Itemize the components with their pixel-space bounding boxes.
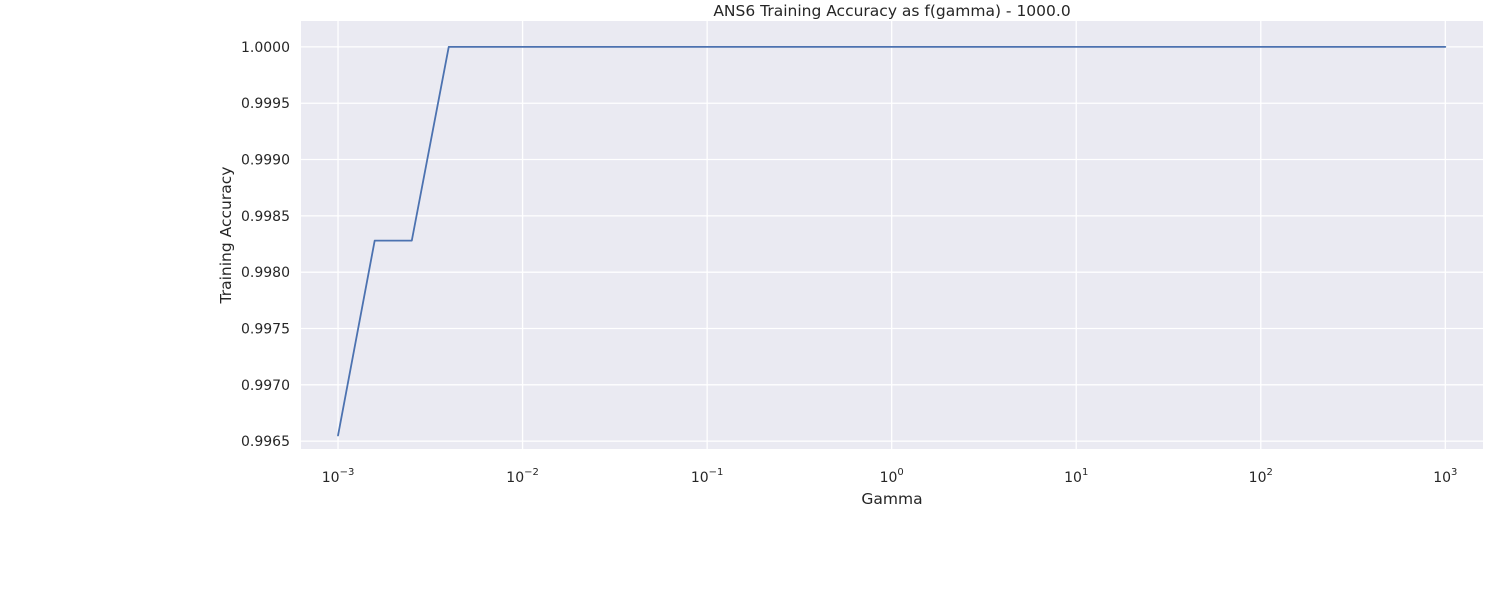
x-tick-label: 10−1 bbox=[691, 467, 724, 486]
y-tick-label: 0.9990 bbox=[241, 153, 290, 169]
chart-title: ANS6 Training Accuracy as f(gamma) - 100… bbox=[713, 2, 1070, 20]
x-axis-label: Gamma bbox=[861, 490, 922, 508]
x-tick-label: 101 bbox=[1064, 467, 1088, 486]
y-tick-label: 0.9970 bbox=[241, 378, 290, 394]
y-tick-label: 1.0000 bbox=[241, 40, 290, 56]
y-tick-label: 0.9985 bbox=[241, 209, 290, 225]
y-tick-label: 0.9965 bbox=[241, 434, 290, 450]
y-tick-label: 0.9975 bbox=[241, 321, 290, 337]
x-tick-label: 10−2 bbox=[506, 467, 539, 486]
x-tick-label: 103 bbox=[1433, 467, 1457, 486]
y-axis-label: Training Accuracy bbox=[217, 167, 235, 305]
y-axis-ticks: 0.9965 0.9970 0.9975 0.9980 0.9985 0.9990 0.99… bbox=[241, 40, 290, 450]
series-line bbox=[337, 46, 1447, 437]
x-tick-label: 102 bbox=[1249, 467, 1273, 486]
y-tick-label: 0.9995 bbox=[241, 96, 290, 112]
x-tick-label: 10−3 bbox=[322, 467, 355, 486]
x-axis-ticks: 10−3 10−2 10−1 100 101 102 103 bbox=[322, 467, 1458, 486]
y-tick-label: 0.9980 bbox=[241, 265, 290, 281]
series-layer bbox=[337, 46, 1447, 437]
x-tick-label: 100 bbox=[880, 467, 904, 486]
